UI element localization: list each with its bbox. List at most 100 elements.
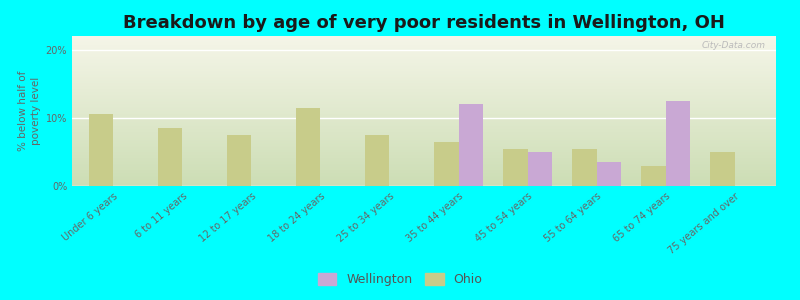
Bar <box>72 130 776 132</box>
Bar <box>72 38 776 39</box>
Bar <box>458 104 482 186</box>
Bar <box>710 152 734 186</box>
Bar <box>72 106 776 108</box>
Bar <box>72 39 776 40</box>
Bar <box>72 61 776 63</box>
Bar <box>72 78 776 80</box>
Bar <box>72 44 776 45</box>
Bar <box>72 57 776 58</box>
Bar <box>72 116 776 117</box>
Bar <box>72 141 776 142</box>
Bar <box>72 45 776 46</box>
Bar <box>72 135 776 136</box>
Bar <box>72 153 776 154</box>
Bar <box>72 180 776 182</box>
Bar <box>72 140 776 141</box>
Bar <box>72 144 776 146</box>
Bar <box>72 63 776 64</box>
Bar <box>72 122 776 123</box>
Title: Breakdown by age of very poor residents in Wellington, OH: Breakdown by age of very poor residents … <box>123 14 725 32</box>
Text: City-Data.com: City-Data.com <box>702 40 766 50</box>
Bar <box>72 81 776 82</box>
Bar <box>72 40 776 42</box>
Bar <box>296 108 321 186</box>
Bar <box>72 159 776 160</box>
Bar <box>72 168 776 170</box>
Bar <box>72 110 776 111</box>
Bar <box>72 42 776 44</box>
Bar <box>72 82 776 84</box>
Bar <box>572 148 597 186</box>
Bar <box>72 90 776 92</box>
Bar <box>503 148 527 186</box>
Bar <box>72 58 776 60</box>
Bar <box>72 128 776 129</box>
Legend: Wellington, Ohio: Wellington, Ohio <box>313 268 487 291</box>
Bar <box>72 50 776 51</box>
Bar <box>72 93 776 94</box>
Bar <box>72 68 776 69</box>
Bar <box>72 146 776 147</box>
Bar <box>72 36 776 38</box>
Bar <box>72 142 776 144</box>
Bar <box>72 87 776 88</box>
Bar <box>72 132 776 134</box>
Bar <box>642 166 666 186</box>
Bar <box>72 99 776 100</box>
Bar <box>72 156 776 158</box>
Bar <box>72 147 776 148</box>
Bar <box>72 112 776 114</box>
Bar <box>434 142 458 186</box>
Bar <box>527 152 552 186</box>
Bar <box>72 114 776 116</box>
Bar <box>72 75 776 76</box>
Bar <box>597 162 621 186</box>
Bar <box>72 184 776 186</box>
Bar <box>72 172 776 174</box>
Bar <box>72 94 776 96</box>
Bar <box>158 128 182 186</box>
Bar <box>72 60 776 61</box>
Bar <box>72 124 776 126</box>
Bar <box>72 92 776 93</box>
Bar <box>72 118 776 120</box>
Bar <box>72 169 776 171</box>
Bar <box>72 160 776 162</box>
Bar <box>72 164 776 165</box>
Bar <box>72 102 776 104</box>
Bar <box>72 76 776 78</box>
Bar <box>72 70 776 72</box>
Bar <box>72 171 776 172</box>
Bar <box>72 69 776 70</box>
Bar <box>72 80 776 81</box>
Bar <box>72 103 776 105</box>
Bar <box>72 64 776 66</box>
Bar <box>666 101 690 186</box>
Bar <box>72 162 776 164</box>
Bar <box>72 85 776 87</box>
Bar <box>72 46 776 48</box>
Bar <box>72 56 776 57</box>
Bar <box>72 126 776 128</box>
Bar <box>72 123 776 124</box>
Bar <box>366 135 390 186</box>
Bar <box>72 51 776 52</box>
Bar <box>72 176 776 177</box>
Bar <box>72 48 776 50</box>
Bar <box>72 88 776 90</box>
Bar <box>72 117 776 118</box>
Bar <box>72 138 776 140</box>
Bar <box>72 154 776 156</box>
Bar <box>72 105 776 106</box>
Bar <box>72 129 776 130</box>
Bar <box>72 84 776 86</box>
Bar <box>72 165 776 166</box>
Bar <box>72 152 776 153</box>
Bar <box>72 167 776 168</box>
Bar <box>72 174 776 176</box>
Bar <box>72 136 776 138</box>
Bar <box>72 72 776 74</box>
Bar <box>72 178 776 180</box>
Bar <box>72 52 776 54</box>
Bar <box>72 134 776 135</box>
